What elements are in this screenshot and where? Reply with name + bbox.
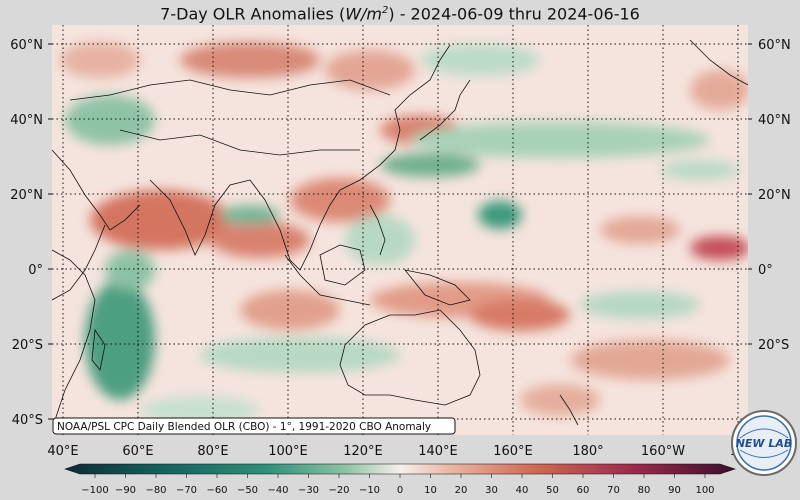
lat-label: 60°N: [10, 38, 43, 53]
colorbar-tick-label: 100: [695, 485, 714, 496]
lat-label: 20°S: [12, 338, 43, 353]
lat-labels-left: 60°N 40°N 20°N 0° 20°S 40°S: [10, 38, 43, 428]
lon-label: 160°E: [493, 444, 533, 459]
map-title: 7-Day OLR Anomalies (W/m2) - 2024-06-09 …: [160, 4, 640, 24]
credit-text: NOAA/PSL CPC Daily Blended OLR (CBO) - 1…: [57, 421, 431, 433]
colorbar-tick-label: 20: [455, 485, 468, 496]
coastlines: [52, 39, 748, 426]
lat-label: 60°N: [758, 38, 791, 53]
anomaly-field: [52, 25, 748, 435]
lon-label: 140°E: [418, 444, 458, 459]
lon-label: 60°E: [122, 444, 153, 459]
lat-label: 0°: [28, 263, 43, 278]
lat-label: 40°S: [12, 413, 43, 428]
lon-label: 100°E: [268, 444, 308, 459]
colorbar-tick-label: −30: [298, 485, 319, 496]
colorbar-tick-label: 30: [485, 485, 498, 496]
colorbar-bar: [64, 463, 736, 475]
colorbar-tick-label: −90: [115, 485, 136, 496]
colorbar-tick-label: 90: [668, 485, 681, 496]
colorbar-tick-label: −70: [176, 485, 197, 496]
credit-box: NOAA/PSL CPC Daily Blended OLR (CBO) - 1…: [52, 417, 456, 435]
colorbar-tick-label: −60: [206, 485, 227, 496]
colorbar-tick-label: 70: [607, 485, 620, 496]
lat-label: 20°S: [758, 338, 789, 353]
colorbar-tick-label: −40: [267, 485, 288, 496]
colorbar-tick-label: 0: [397, 485, 403, 496]
colorbar-tick-label: −50: [237, 485, 258, 496]
colorbar-tick-labels: −100 −90 −80 −70 −60 −50 −40 −30 −20 −10 0 10 20 30 40…: [81, 474, 715, 496]
colorbar-tick-label: 50: [546, 485, 559, 496]
colorbar-tick-label: 80: [638, 485, 651, 496]
lat-label: 40°N: [10, 113, 43, 128]
colorbar-tick-label: −100: [81, 485, 108, 496]
logo-text: NEW LAB: [736, 437, 793, 450]
colorbar-tick-label: 60: [577, 485, 590, 496]
colorbar-tick-label: 40: [516, 485, 529, 496]
colorbar-tick-label: −20: [328, 485, 349, 496]
colorbar-tick-label: 10: [424, 485, 437, 496]
colorbar-tick-label: −10: [359, 485, 380, 496]
noaa-lab-logo: NEW LAB: [731, 410, 797, 476]
colorbar-tick-label: −80: [145, 485, 166, 496]
lon-label: 160°W: [641, 444, 685, 459]
lon-labels: 40°E 60°E 80°E 100°E 120°E 140°E 160°E 1…: [47, 444, 746, 459]
lon-label: 40°E: [47, 444, 78, 459]
lat-label: 20°N: [758, 188, 791, 203]
lon-label: 180°: [572, 444, 603, 459]
lon-label: 120°E: [343, 444, 383, 459]
lat-label: 20°N: [10, 188, 43, 203]
colorbar: −100 −90 −80 −70 −60 −50 −40 −30 −20 −10 0 10 20 30 40…: [64, 463, 736, 496]
lon-label: 80°E: [197, 444, 228, 459]
lat-label: 40°N: [758, 113, 791, 128]
lat-labels-right: 60°N 40°N 20°N 0° 20°S: [758, 38, 791, 353]
lat-label: 0°: [758, 263, 773, 278]
